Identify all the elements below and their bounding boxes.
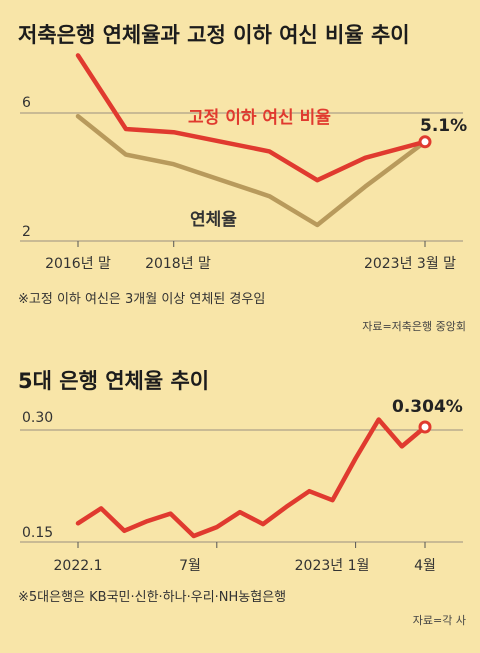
chart-2-series: [75, 417, 432, 539]
chart-2-xtick-2023-1: 2023년 1월: [295, 558, 370, 574]
chart-1: 저축은행 연체율과 고정 이하 여신 비율 추이 6 2 2016년 말 201…: [18, 23, 467, 333]
chart-1-line-delinquency: [75, 113, 428, 228]
chart-2-xtick-jul: 7월: [179, 558, 201, 574]
chart-1-series: [75, 53, 432, 228]
chart-1-series-label-delinquency: 연체율: [190, 210, 237, 230]
chart-2-xtick-2022-1: 2022.1: [54, 558, 103, 574]
chart-1-title: 저축은행 연체율과 고정 이하 여신 비율 추이: [18, 23, 410, 47]
chart-2-line-bank-delinquency: [75, 417, 428, 539]
chart-2-ytick-015: 0.15: [22, 525, 53, 541]
chart-2-end-point: [418, 420, 432, 434]
chart-2-title: 5대 은행 연체율 추이: [18, 369, 209, 393]
chart-1-series-label-npl: 고정 이하 여신 비율: [188, 108, 331, 128]
chart-2-ytick-030: 0.30: [22, 410, 53, 426]
chart-1-note: ※고정 이하 여신은 3개월 이상 연체된 경우임: [18, 292, 265, 307]
chart-1-ytick-2: 2: [22, 224, 31, 240]
chart-2-note: ※5대은행은 KB국민·신한·하나·우리·NH농협은행: [18, 589, 286, 605]
chart-1-end-label: 5.1%: [420, 116, 467, 136]
chart-1-ytick-6: 6: [22, 95, 31, 111]
chart-1-line-npl: [75, 53, 428, 183]
chart-1-xtick-2023: 2023년 3월 말: [364, 256, 456, 272]
chart-2: 5대 은행 연체율 추이 0.30 0.15 2022.1 7월 2023년 1…: [18, 369, 466, 627]
chart-2-source: 자료=각 사: [413, 614, 466, 627]
chart-2-xtick-apr: 4월: [414, 558, 436, 574]
chart-2-xtick-marks: [77, 542, 426, 548]
chart-1-xtick-2016: 2016년 말: [45, 256, 111, 272]
chart-2-end-label: 0.304%: [392, 397, 463, 417]
chart-1-xtick-2018: 2018년 말: [145, 256, 211, 272]
chart-1-xtick-marks: [77, 241, 426, 247]
chart-1-end-point: [418, 135, 432, 149]
chart-1-source: 자료=저축은행 중앙회: [362, 320, 466, 333]
